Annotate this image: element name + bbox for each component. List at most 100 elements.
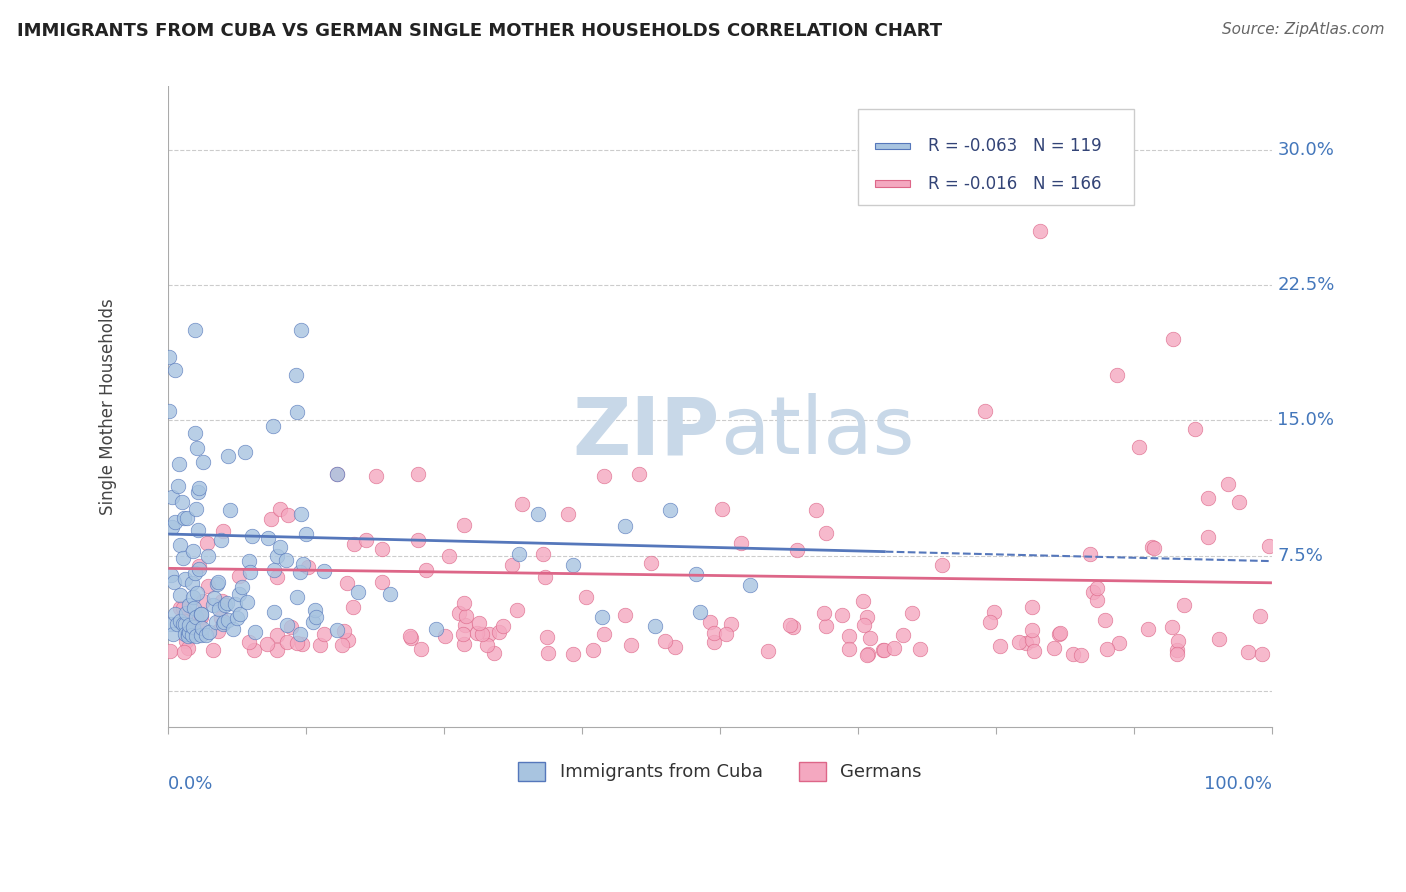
- Point: [711, 501, 734, 516]
- Point: [453, 518, 475, 533]
- Point: [159, 568, 181, 582]
- Point: [856, 610, 879, 624]
- Point: [238, 635, 260, 649]
- Point: [184, 566, 207, 580]
- Point: [218, 503, 240, 517]
- Point: [974, 404, 997, 418]
- Point: [256, 532, 278, 546]
- Point: [187, 562, 209, 576]
- Point: [187, 484, 209, 499]
- Point: [356, 533, 378, 547]
- Point: [510, 497, 533, 511]
- Point: [575, 590, 598, 604]
- Point: [492, 618, 515, 632]
- Point: [471, 627, 494, 641]
- Point: [1140, 540, 1163, 554]
- Point: [173, 572, 195, 586]
- Point: [342, 599, 364, 614]
- Point: [214, 599, 236, 613]
- Point: [181, 576, 204, 591]
- Point: [184, 323, 207, 337]
- Point: [190, 628, 212, 642]
- Point: [484, 646, 506, 660]
- Point: [508, 547, 530, 561]
- Point: [172, 551, 194, 566]
- Point: [280, 620, 302, 634]
- Point: [208, 602, 231, 616]
- Point: [593, 627, 616, 641]
- Point: [197, 579, 219, 593]
- Point: [873, 643, 896, 657]
- Point: [478, 627, 501, 641]
- Point: [714, 626, 737, 640]
- Point: [167, 479, 190, 493]
- Point: [454, 617, 477, 632]
- Point: [277, 508, 299, 522]
- Point: [302, 615, 325, 629]
- Point: [1227, 494, 1250, 508]
- Point: [1021, 633, 1043, 648]
- Point: [269, 540, 291, 554]
- Point: [176, 626, 198, 640]
- Point: [276, 635, 298, 649]
- Point: [505, 603, 527, 617]
- Point: [160, 490, 183, 504]
- Point: [536, 631, 558, 645]
- Point: [163, 515, 186, 529]
- Point: [263, 606, 285, 620]
- Point: [169, 538, 191, 552]
- Text: 7.5%: 7.5%: [1278, 547, 1323, 565]
- Point: [501, 558, 523, 572]
- Point: [531, 547, 554, 561]
- Point: [1197, 530, 1219, 544]
- Point: [370, 541, 392, 556]
- Point: [177, 625, 200, 640]
- Point: [212, 524, 235, 538]
- Point: [366, 468, 388, 483]
- Point: [813, 606, 835, 620]
- FancyBboxPatch shape: [875, 180, 910, 186]
- Point: [174, 627, 197, 641]
- Point: [224, 597, 246, 611]
- Point: [786, 542, 808, 557]
- Point: [294, 526, 316, 541]
- FancyBboxPatch shape: [875, 143, 910, 149]
- Point: [451, 627, 474, 641]
- Point: [167, 457, 190, 471]
- Point: [979, 615, 1001, 629]
- Point: [194, 628, 217, 642]
- Point: [228, 587, 250, 601]
- Point: [1166, 642, 1188, 657]
- Point: [262, 418, 284, 433]
- Point: [380, 587, 402, 601]
- Point: [226, 611, 249, 625]
- Point: [238, 554, 260, 568]
- Point: [415, 563, 437, 577]
- Point: [1184, 422, 1206, 436]
- Text: 100.0%: 100.0%: [1204, 775, 1272, 793]
- Point: [1128, 441, 1150, 455]
- Point: [409, 642, 432, 657]
- Point: [343, 536, 366, 550]
- Point: [447, 606, 470, 620]
- Point: [217, 449, 239, 463]
- Point: [193, 594, 215, 608]
- Point: [169, 614, 191, 628]
- Point: [173, 511, 195, 525]
- Point: [169, 588, 191, 602]
- Point: [291, 557, 314, 571]
- Point: [172, 601, 194, 615]
- Point: [1249, 608, 1271, 623]
- Point: [266, 570, 288, 584]
- Point: [195, 536, 218, 550]
- Point: [243, 625, 266, 640]
- Point: [1085, 593, 1108, 607]
- Point: [1161, 619, 1184, 633]
- Point: [209, 610, 232, 624]
- Point: [266, 628, 288, 642]
- Point: [465, 626, 488, 640]
- Point: [593, 468, 616, 483]
- Point: [1021, 600, 1043, 615]
- Point: [173, 616, 195, 631]
- Point: [276, 618, 298, 632]
